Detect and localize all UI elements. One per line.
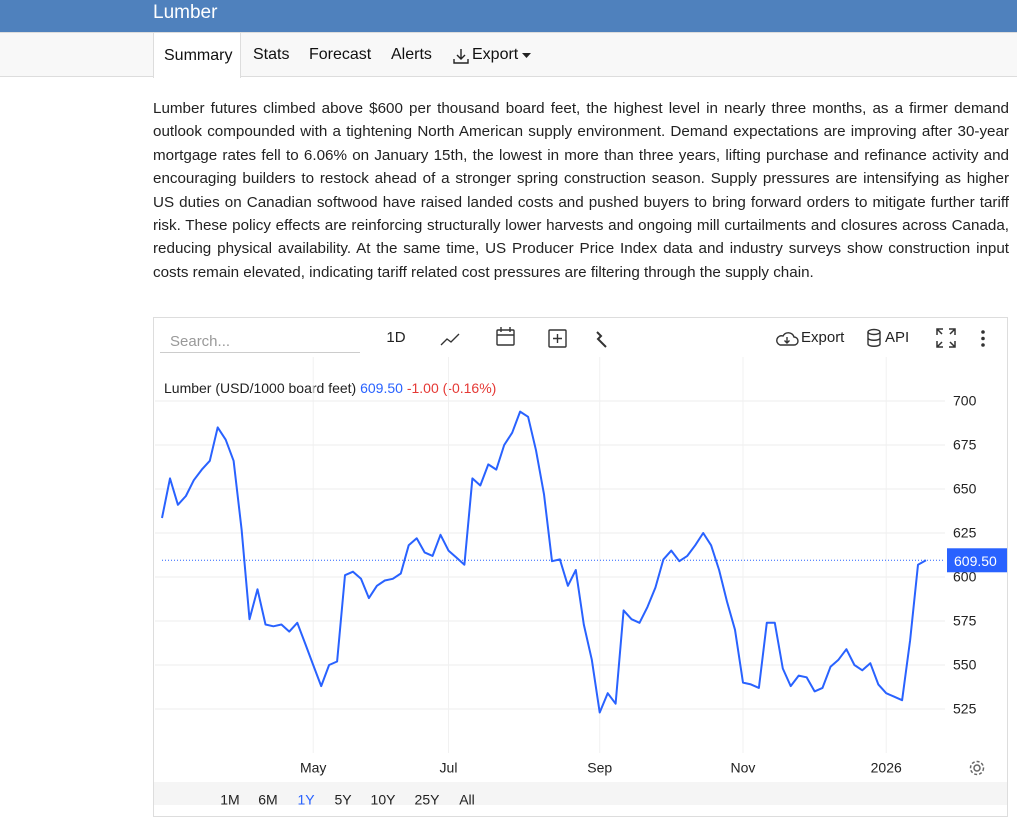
search-input[interactable]: Search... — [160, 329, 360, 353]
y-tick-label: 525 — [953, 701, 977, 717]
y-tick-label: 650 — [953, 481, 977, 497]
range-button[interactable]: 25Y — [415, 792, 441, 805]
menu-icon[interactable] — [981, 330, 985, 347]
legend-text: Lumber (USD/1000 board feet) 609.50 -1.0… — [164, 380, 496, 396]
x-tick-label: Sep — [587, 760, 612, 776]
gear-icon[interactable] — [969, 760, 985, 776]
legend-name: Lumber (USD/1000 board feet) — [164, 380, 356, 396]
calendar-icon[interactable] — [496, 327, 515, 346]
header: Lumber — [0, 0, 1017, 32]
page-title: Lumber — [153, 2, 218, 23]
x-tick-label: Jul — [440, 760, 458, 776]
price-line — [161, 410, 927, 714]
range-button[interactable]: 6M — [258, 792, 277, 805]
caret — [522, 53, 531, 58]
tab[interactable]: Export — [472, 46, 519, 63]
api-button[interactable]: API — [885, 329, 909, 346]
x-tick-label: 2026 — [871, 760, 902, 776]
interval-button[interactable]: 1D — [386, 329, 405, 346]
tab[interactable]: Forecast — [309, 46, 372, 63]
y-tick-label: 550 — [953, 657, 977, 673]
y-tick-label: 700 — [953, 393, 977, 409]
x-tick-label: Nov — [731, 760, 756, 776]
cloud-icon[interactable] — [776, 332, 799, 346]
legend-change: -1.00 (-0.16%) — [407, 380, 496, 396]
legend: Lumber (USD/1000 board feet) 609.50 -1.0… — [164, 380, 496, 396]
settings-tool-icon[interactable] — [596, 331, 607, 348]
y-tick-label: 625 — [953, 525, 977, 541]
y-tick-label: 575 — [953, 613, 977, 629]
y-tick-label: 675 — [953, 437, 977, 453]
chart-type-icon[interactable] — [440, 333, 460, 346]
tab[interactable]: Alerts — [391, 46, 432, 63]
fullscreen-icon[interactable] — [936, 328, 956, 348]
tab-bar: Summary Stats Forecast Alerts Export — [0, 32, 1017, 78]
range-bar — [154, 782, 1007, 805]
price-badge-label: 609.50 — [954, 553, 997, 569]
range-button[interactable]: 1Y — [297, 792, 315, 805]
tab[interactable]: Stats — [253, 46, 290, 63]
y-tick-label: 600 — [953, 569, 977, 585]
range-button[interactable]: 10Y — [371, 792, 397, 805]
legend-value: 609.50 — [360, 380, 403, 396]
range-button[interactable]: 5Y — [334, 792, 352, 805]
indicator-icon[interactable] — [548, 329, 567, 348]
tab[interactable]: Summary — [153, 32, 241, 78]
export-button[interactable]: Export — [801, 329, 845, 346]
database-icon[interactable] — [867, 328, 881, 347]
price-badge — [947, 548, 1007, 573]
summary-text: Lumber futures climbed above $600 per th… — [153, 100, 1009, 281]
download-icon — [453, 49, 469, 64]
x-tick-label: May — [300, 760, 326, 776]
range-button[interactable]: 1M — [220, 792, 239, 805]
range-button[interactable]: All — [459, 792, 475, 805]
